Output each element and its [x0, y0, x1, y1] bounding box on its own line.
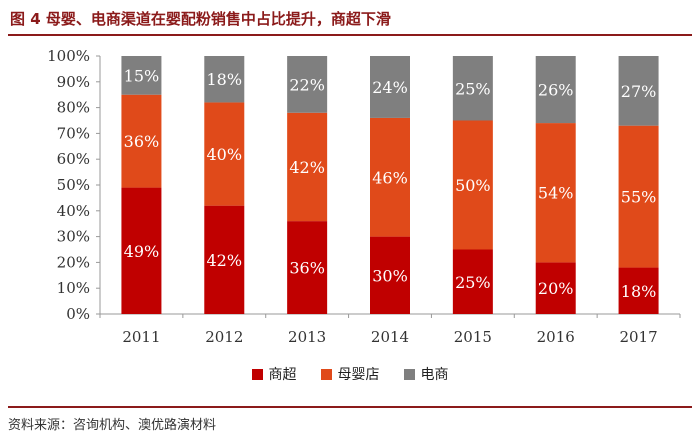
x-tick-label: 2011	[122, 328, 160, 346]
data-label: 30%	[372, 266, 408, 285]
data-label: 22%	[289, 75, 325, 94]
legend-item: 商超	[251, 364, 297, 384]
y-tick-label: 60%	[57, 150, 90, 168]
bar-segment	[121, 187, 162, 314]
bar-segment	[618, 267, 659, 314]
bar-segment	[121, 94, 162, 188]
legend-item: 母婴店	[320, 364, 380, 384]
figure-title: 图 4 母婴、电商渠道在婴配粉销售中占比提升，商超下滑	[10, 10, 391, 28]
y-tick-label: 0%	[66, 305, 90, 323]
bar-segment	[287, 221, 328, 314]
y-tick-label: 100%	[47, 47, 90, 65]
bar-segment	[535, 56, 576, 124]
data-label: 50%	[455, 176, 491, 195]
data-label: 46%	[372, 168, 408, 187]
data-label: 49%	[124, 242, 160, 261]
legend-item: 电商	[403, 364, 449, 384]
chart-legend: 商超 母婴店 电商	[0, 364, 700, 384]
y-tick-label: 30%	[57, 228, 90, 246]
data-label: 42%	[289, 158, 325, 177]
bar-segment	[452, 249, 493, 314]
y-tick-label: 40%	[57, 202, 90, 220]
data-label: 54%	[538, 184, 574, 203]
x-tick-label: 2015	[454, 328, 492, 346]
data-label: 18%	[207, 70, 243, 89]
x-tick-label: 2016	[537, 328, 575, 346]
y-tick-label: 90%	[57, 73, 90, 91]
legend-label: 电商	[420, 367, 449, 383]
bar-segment	[204, 56, 245, 103]
data-label: 24%	[372, 78, 408, 97]
data-label: 36%	[124, 132, 160, 151]
data-label: 40%	[207, 145, 243, 164]
data-label: 15%	[124, 66, 160, 85]
title-divider	[8, 34, 692, 36]
figure-title-bar: 图 4 母婴、电商渠道在婴配粉销售中占比提升，商超下滑	[8, 6, 692, 32]
legend-label: 商超	[268, 367, 297, 383]
legend-swatch	[251, 368, 263, 380]
y-tick-label: 50%	[57, 176, 90, 194]
bar-segment	[618, 125, 659, 268]
data-label: 18%	[621, 282, 657, 301]
data-label: 27%	[621, 82, 657, 101]
y-tick-label: 20%	[57, 253, 90, 271]
legend-label: 母婴店	[337, 367, 380, 383]
data-label: 20%	[538, 279, 574, 298]
y-tick-label: 80%	[57, 99, 90, 117]
bar-segment	[535, 262, 576, 314]
y-tick-label: 10%	[57, 279, 90, 297]
bar-segment	[370, 236, 410, 314]
data-label: 55%	[621, 188, 657, 207]
x-tick-label: 2012	[205, 328, 243, 346]
source-note: 资料来源：咨询机构、澳优路演材料	[8, 418, 217, 433]
data-label: 25%	[455, 79, 491, 98]
bar-segment	[287, 112, 328, 222]
bar-segment	[452, 56, 493, 121]
bar-segment	[370, 56, 410, 118]
bar-segment	[618, 56, 659, 126]
bar-segment	[370, 117, 410, 237]
y-tick-label: 70%	[57, 124, 90, 142]
x-tick-label: 2013	[288, 328, 326, 346]
footer-divider	[8, 406, 692, 408]
bar-segment	[452, 120, 493, 250]
bar-segment	[204, 205, 245, 314]
bar-segment	[535, 123, 576, 263]
data-label: 26%	[538, 81, 574, 100]
bar-segment	[204, 102, 245, 206]
x-tick-label: 2014	[371, 328, 409, 346]
legend-swatch	[320, 368, 332, 380]
bar-segment	[287, 56, 328, 113]
x-tick-label: 2017	[619, 328, 657, 346]
data-label: 25%	[455, 273, 491, 292]
bar-segment	[121, 56, 162, 95]
data-label: 36%	[289, 259, 325, 278]
data-label: 42%	[207, 251, 243, 270]
legend-swatch	[403, 368, 415, 380]
